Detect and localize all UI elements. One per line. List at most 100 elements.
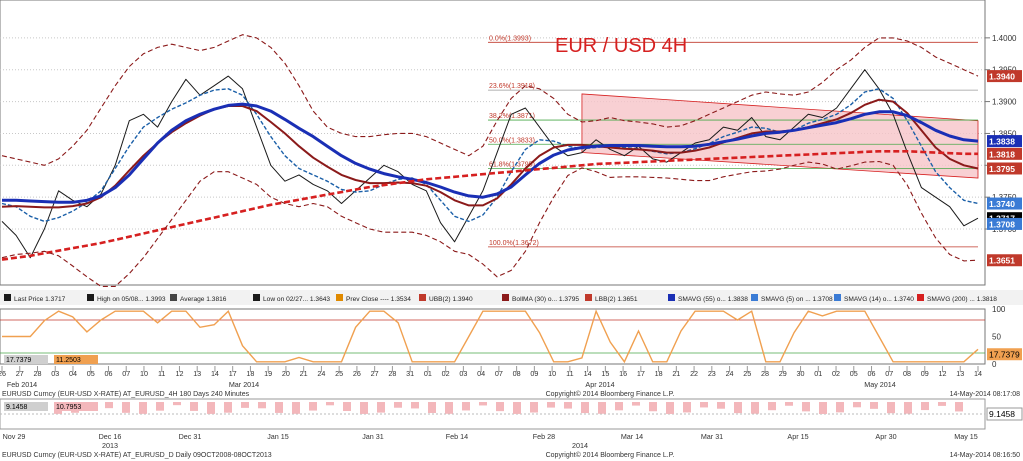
lower-bar [615,402,623,411]
month-label: Mar 2014 [229,380,259,389]
legend-swatch [668,294,675,301]
legend-item: BollMA (30) o... 1.3795 [512,296,579,303]
date-label: 30 [797,369,805,378]
osc-legend-box [4,355,48,364]
lower-bar [360,402,368,414]
fib-level-label: 100.0%(1.3672) [489,240,539,247]
osc-legend-value: 17.7379 [6,357,31,364]
date-label: 05 [850,369,858,378]
date-label: 25 [335,369,343,378]
lower-date-label: Apr 30 [875,432,896,441]
date-label: 24 [317,369,325,378]
lower-bar [309,402,317,411]
lower-info: EURUSD Curncy (EUR-USD X-RATE) AT_EURUSD… [2,391,250,398]
date-label: 13 [193,369,201,378]
osc-legend-box [54,355,98,364]
legend-item: LBB(2) 1.3651 [595,296,638,303]
date-label: 26 [353,369,361,378]
lower-bar [411,402,419,409]
lower-bar [836,402,844,413]
price-label-box [987,135,1022,148]
date-label: 22 [690,369,698,378]
lower-bar [122,402,130,413]
lower-date-label: May 15 [954,432,978,441]
date-label: 26 [0,369,6,378]
legend-item: SMAVG (55) o... 1.3838 [678,296,748,303]
lower-bar [105,402,113,409]
lower-bar [870,402,878,409]
footer: EURUSD Curncy (EUR-USD X-RATE) AT_EURUSD… [2,451,1020,459]
date-label: 10 [140,369,148,378]
lower-bar [173,402,181,406]
price-label-box [987,217,1022,230]
lower-bar [479,402,487,406]
legend-swatch [917,294,924,301]
legend-item: SMAVG (14) o... 1.3740 [844,296,914,303]
lower-timestamp: 14-May-2014 08:17:08 [950,391,1021,398]
series-smavg-14 [1,88,979,223]
date-label: 01 [424,369,432,378]
footer-timestamp: 14-May-2014 08:16:50 [950,452,1021,459]
lower-bar [581,402,589,414]
lower-bar [292,402,300,414]
price-label: 1.3818 [989,149,1015,159]
osc-tick-label: 100 [992,305,1006,314]
lower-legend-value: 9.1458 [6,404,28,411]
date-label: 27 [16,369,24,378]
lower-date-label: Mar 14 [621,432,643,441]
lower-bar [156,402,164,411]
date-label: 15 [601,369,609,378]
date-label: 27 [371,369,379,378]
fib-level-label: 50.0%(1.3833) [489,137,535,144]
lower-bar [190,402,198,411]
date-label: 08 [513,369,521,378]
month-label: Apr 2014 [585,380,614,389]
legend-swatch [336,294,343,301]
date-label: 08 [903,369,911,378]
date-label: 04 [69,369,77,378]
lower-bar [904,402,912,414]
osc-tick-label: 0 [992,360,997,369]
legend-item: High on 05/08... 1.3993 [97,296,166,303]
series-last-price [1,69,979,259]
date-label: 02 [832,369,840,378]
date-label: 05 [87,369,95,378]
lower-bar [224,402,232,413]
date-label: 18 [246,369,254,378]
date-label: 04 [477,369,485,378]
date-label: 19 [264,369,272,378]
date-label: 10 [548,369,556,378]
lower-bar [717,402,725,409]
date-label: 28 [33,369,41,378]
lower-year-label: 2014 [572,441,588,450]
lower-bar [802,402,810,412]
date-label: 11 [566,369,573,378]
lower-bar [207,402,215,414]
osc-label: 17.7379 [989,350,1020,360]
osc-label-box [987,348,1022,361]
date-label: 12 [939,369,947,378]
price-label-box [987,254,1022,267]
legend-item: Low on 02/27... 1.3643 [263,296,330,303]
month-label: Feb 2014 [7,380,37,389]
price-label-box [987,70,1022,83]
month-label: May 2014 [864,380,896,389]
axis-tick-label: 1.4000 [992,34,1017,43]
price-label: 1.3940 [989,72,1015,82]
legend-bg [0,290,1023,305]
lower-bar [326,402,334,406]
price-axis: 1.40001.39501.39001.38501.38001.37501.37… [984,0,1022,285]
lower-bar [513,402,521,414]
legend-strip: Last Price 1.3717 High on 05/08... 1.3993… [0,290,1023,305]
lower-bar [666,402,674,414]
lower-bar [139,402,147,414]
lower-date-label: Dec 31 [179,432,202,441]
legend-item: Last Price 1.3717 [14,296,66,303]
lower-panel: EURUSD Curncy (EUR-USD X-RATE) AT_EURUSD… [0,390,1023,450]
date-label: 14 [974,369,982,378]
lower-date-label: Feb 28 [533,432,555,441]
lower-copyright: Copyright© 2014 Bloomberg Finance L.P. [546,390,675,398]
date-label: 03 [459,369,467,378]
